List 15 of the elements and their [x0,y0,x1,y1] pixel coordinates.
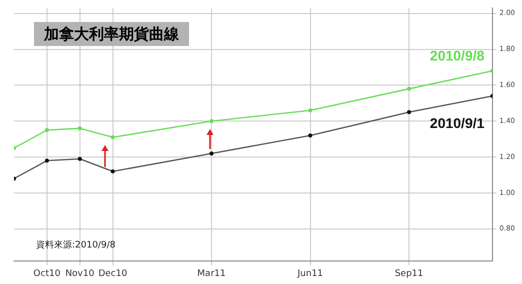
point [78,126,82,130]
point [308,108,312,112]
x-tick-label: Sep11 [394,268,424,279]
x-tick-label: Jun11 [296,268,324,279]
annotation: 資料來源:2010/9/8 [36,240,116,251]
text: 加拿大利率期貨曲線 [43,24,180,43]
point [110,135,115,140]
series-label: 2010/9/8 [430,48,485,64]
x-tick-label: Mar11 [197,268,226,279]
point [44,128,49,132]
series-label: 2010/9/1 [430,115,485,132]
x-tick-label: Oct10 [33,268,61,279]
x-tick-label: Dec10 [98,268,128,279]
x-tick-label: Nov10 [65,268,95,279]
point [407,86,412,91]
